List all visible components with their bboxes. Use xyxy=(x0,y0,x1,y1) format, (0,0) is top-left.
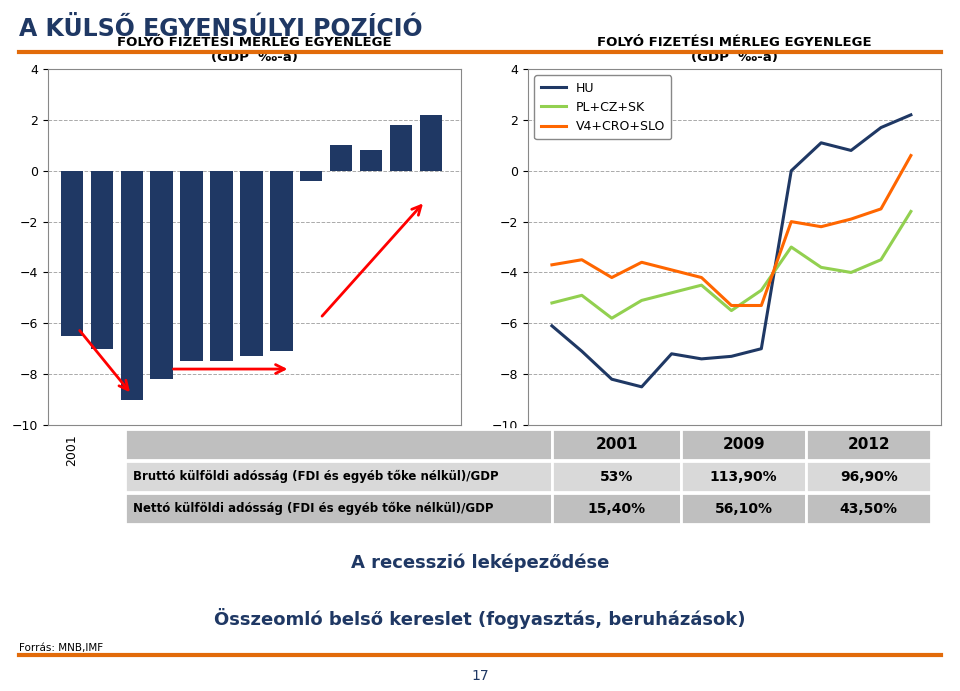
V4+CRO+SLO xyxy=(636,258,647,267)
Bar xyxy=(330,145,352,171)
HU xyxy=(905,111,917,119)
HU xyxy=(606,375,617,384)
PL+CZ+SK xyxy=(546,299,558,307)
Text: Nettó külföldi adósság (FDI és egyéb tőke nélkül)/GDP: Nettó külföldi adósság (FDI és egyéb tők… xyxy=(132,502,493,515)
Text: 15,40%: 15,40% xyxy=(588,502,646,515)
V4+CRO+SLO xyxy=(606,274,617,282)
V4+CRO+SLO xyxy=(546,261,558,269)
HU xyxy=(756,345,767,353)
Text: 17: 17 xyxy=(471,669,489,683)
Text: 2009: 2009 xyxy=(722,437,765,453)
Bar xyxy=(180,171,203,361)
Text: 56,10%: 56,10% xyxy=(714,502,773,515)
Text: 113,90%: 113,90% xyxy=(709,470,778,484)
Title: FOLYÓ FIZETÉSI MÉRLEG EGYENLEGE
(GDP  ‰-a): FOLYÓ FIZETÉSI MÉRLEG EGYENLEGE (GDP ‰-a… xyxy=(117,36,392,64)
Text: 96,90%: 96,90% xyxy=(840,470,898,484)
HU xyxy=(876,124,887,132)
HU xyxy=(785,167,797,175)
HU xyxy=(666,350,678,358)
Text: 2012: 2012 xyxy=(848,437,890,453)
PL+CZ+SK xyxy=(636,296,647,305)
Bar xyxy=(682,429,806,460)
Bar xyxy=(806,493,931,524)
Bar xyxy=(682,462,806,492)
Bar xyxy=(300,171,323,181)
Bar xyxy=(121,171,143,399)
HU xyxy=(696,354,708,363)
HU xyxy=(726,352,737,361)
PL+CZ+SK xyxy=(576,291,588,299)
Bar xyxy=(125,462,552,492)
Bar xyxy=(806,429,931,460)
Bar xyxy=(552,462,682,492)
Bar xyxy=(552,429,682,460)
PL+CZ+SK xyxy=(785,243,797,252)
Title: FOLYÓ FIZETÉSI MÉRLEG EGYENLEGE
(GDP  ‰-a): FOLYÓ FIZETÉSI MÉRLEG EGYENLEGE (GDP ‰-a… xyxy=(597,36,872,64)
Bar xyxy=(125,493,552,524)
Text: Összeomló belső kereslet (fogyasztás, beruházások): Összeomló belső kereslet (fogyasztás, be… xyxy=(214,608,746,629)
PL+CZ+SK xyxy=(815,263,827,272)
HU xyxy=(636,383,647,391)
V4+CRO+SLO xyxy=(905,151,917,160)
Bar xyxy=(360,151,382,171)
Text: 2001: 2001 xyxy=(595,437,638,453)
V4+CRO+SLO xyxy=(876,205,887,213)
Text: Forrás: MNB,IMF: Forrás: MNB,IMF xyxy=(19,643,104,653)
Text: A KÜLSŐ EGYENSÚLYI POZÍCIÓ: A KÜLSŐ EGYENSÚLYI POZÍCIÓ xyxy=(19,17,422,41)
Bar xyxy=(270,171,293,351)
HU xyxy=(546,322,558,330)
V4+CRO+SLO xyxy=(846,215,857,223)
V4+CRO+SLO xyxy=(815,223,827,231)
HU xyxy=(846,146,857,155)
V4+CRO+SLO xyxy=(785,218,797,226)
Text: Bruttó külföldi adósság (FDI és egyéb tőke nélkül)/GDP: Bruttó külföldi adósság (FDI és egyéb tő… xyxy=(132,470,498,484)
PL+CZ+SK xyxy=(905,207,917,216)
Bar xyxy=(125,429,552,460)
PL+CZ+SK xyxy=(876,256,887,264)
Bar xyxy=(240,171,263,357)
PL+CZ+SK xyxy=(756,286,767,294)
HU xyxy=(576,347,588,355)
PL+CZ+SK xyxy=(696,281,708,290)
Bar xyxy=(210,171,232,361)
Bar xyxy=(60,171,84,336)
V4+CRO+SLO xyxy=(576,256,588,264)
Bar xyxy=(90,171,113,349)
Line: PL+CZ+SK: PL+CZ+SK xyxy=(552,211,911,319)
PL+CZ+SK xyxy=(726,306,737,314)
Line: HU: HU xyxy=(552,115,911,387)
V4+CRO+SLO xyxy=(756,301,767,310)
HU xyxy=(815,139,827,147)
PL+CZ+SK xyxy=(666,289,678,297)
Bar xyxy=(420,115,443,171)
Bar xyxy=(390,125,412,171)
V4+CRO+SLO xyxy=(666,266,678,274)
V4+CRO+SLO xyxy=(726,301,737,310)
PL+CZ+SK xyxy=(846,268,857,276)
Text: 53%: 53% xyxy=(600,470,634,484)
Bar xyxy=(151,171,173,379)
PL+CZ+SK xyxy=(606,314,617,323)
Legend: HU, PL+CZ+SK, V4+CRO+SLO: HU, PL+CZ+SK, V4+CRO+SLO xyxy=(535,75,671,140)
Bar xyxy=(806,462,931,492)
Bar xyxy=(682,493,806,524)
Text: 43,50%: 43,50% xyxy=(840,502,898,515)
Line: V4+CRO+SLO: V4+CRO+SLO xyxy=(552,155,911,305)
Text: A recesszió leképeződése: A recesszió leképeződése xyxy=(350,554,610,572)
Bar xyxy=(552,493,682,524)
V4+CRO+SLO xyxy=(696,274,708,282)
